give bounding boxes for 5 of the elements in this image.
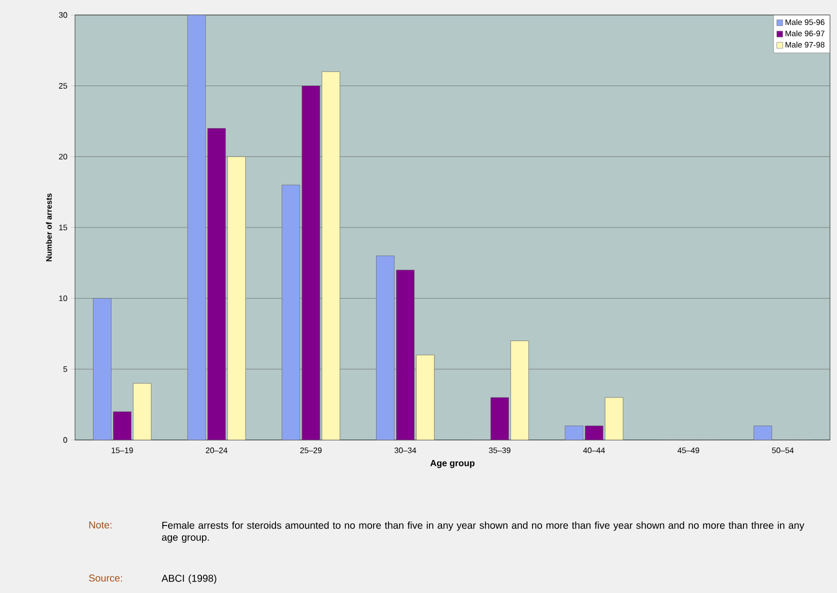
text: ABCI (1998)	[162, 574, 216, 584]
source-note: Source:	[88, 574, 122, 582]
x-axis-title: Age group	[430, 460, 475, 468]
text: Female arrests for steroids amounted to no more than five in any year shown and no more than five year shown and no more than three in any age group.	[162, 522, 804, 543]
text: Note:	[89, 522, 112, 528]
